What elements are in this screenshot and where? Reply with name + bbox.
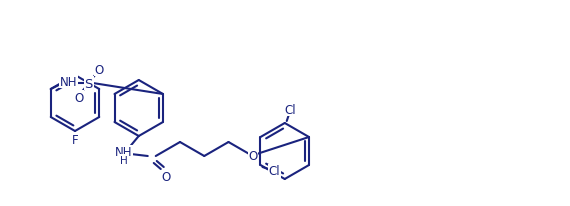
Text: NH: NH	[115, 146, 132, 159]
Text: H: H	[120, 155, 128, 165]
Text: Cl: Cl	[284, 103, 296, 116]
Text: S: S	[84, 77, 93, 90]
Text: O: O	[161, 171, 170, 184]
Text: O: O	[94, 63, 103, 76]
Text: Cl: Cl	[268, 165, 280, 178]
Text: O: O	[248, 150, 258, 163]
Text: O: O	[74, 91, 83, 104]
Text: F: F	[72, 133, 78, 146]
Text: NH: NH	[60, 75, 78, 88]
